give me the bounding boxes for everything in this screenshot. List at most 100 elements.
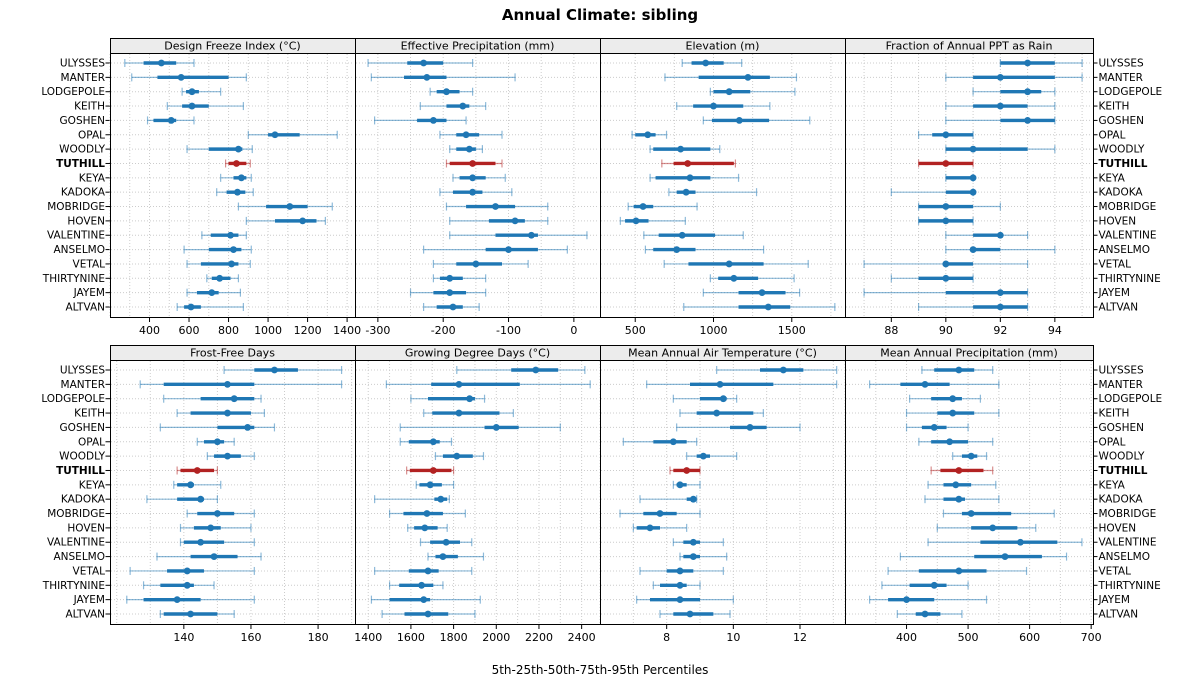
percentile-glyph-vetal bbox=[374, 566, 473, 575]
station-label-right: JAYEM bbox=[1098, 287, 1130, 299]
median-dot bbox=[442, 538, 450, 546]
percentile-glyph-hoven bbox=[632, 523, 688, 532]
percentile-glyph-keith bbox=[676, 102, 771, 111]
median-dot bbox=[423, 510, 431, 517]
station-label-right: ALTVAN bbox=[1099, 302, 1139, 314]
median-dot bbox=[949, 409, 957, 417]
percentile-glyph-hoven bbox=[179, 523, 252, 532]
x-tick-label: 1000 bbox=[699, 324, 727, 337]
percentile-glyph-ulysses bbox=[456, 366, 586, 374]
median-dot bbox=[921, 610, 929, 618]
station-label-left: KADOKA bbox=[61, 494, 106, 506]
station-label-left: VETAL bbox=[73, 258, 106, 270]
median-dot bbox=[713, 409, 721, 417]
station-label-right: WOODLY bbox=[1099, 144, 1145, 156]
x-tick-label: 8 bbox=[663, 631, 670, 644]
percentile-glyph-opal bbox=[622, 437, 698, 446]
median-dot bbox=[719, 395, 727, 403]
percentile-glyph-tuthill bbox=[661, 159, 737, 168]
percentile-glyph-tuthill bbox=[176, 466, 218, 475]
median-dot bbox=[942, 260, 950, 268]
median-dot bbox=[423, 73, 431, 81]
percentile-glyph-manter bbox=[370, 73, 516, 82]
median-dot bbox=[532, 366, 540, 374]
station-label-right: ANSELMO bbox=[1099, 244, 1151, 256]
percentile-glyph-altvan bbox=[159, 610, 235, 618]
strip-title: Growing Degree Days (°C) bbox=[405, 347, 550, 360]
median-dot bbox=[420, 596, 428, 604]
percentile-glyph-vetal bbox=[663, 259, 809, 268]
median-dot bbox=[676, 581, 684, 589]
percentile-glyph-manter bbox=[664, 73, 798, 82]
median-dot bbox=[459, 102, 467, 110]
percentile-glyph-ulysses bbox=[223, 366, 343, 374]
x-tick-label: 600 bbox=[179, 324, 200, 337]
station-label-right: OPAL bbox=[1099, 129, 1126, 141]
x-tick-label: 1400 bbox=[333, 324, 361, 337]
percentile-glyph-keya bbox=[927, 480, 997, 489]
percentile-glyph-hoven bbox=[407, 523, 448, 532]
station-label-left: THIRTYNINE bbox=[42, 273, 105, 285]
median-dot bbox=[949, 395, 957, 403]
percentile-glyph-valentine bbox=[449, 231, 588, 240]
percentile-glyph-jayem bbox=[869, 595, 988, 604]
median-dot bbox=[469, 174, 476, 182]
median-dot bbox=[528, 231, 535, 239]
median-dot bbox=[224, 380, 231, 388]
percentile-glyph-thirtynine bbox=[652, 581, 701, 590]
median-dot bbox=[187, 303, 195, 311]
percentile-glyph-opal bbox=[918, 437, 994, 446]
strip-title: Frost-Free Days bbox=[190, 347, 275, 360]
percentile-glyph-jayem bbox=[126, 595, 255, 604]
median-dot bbox=[511, 217, 519, 225]
median-dot bbox=[669, 438, 677, 446]
median-dot bbox=[676, 481, 684, 489]
percentile-glyph-opal bbox=[399, 437, 453, 446]
station-label-right: VALENTINE bbox=[1099, 230, 1157, 242]
percentile-glyph-lodgepole bbox=[181, 87, 222, 96]
median-dot bbox=[1024, 59, 1031, 67]
median-dot bbox=[466, 395, 474, 403]
percentile-glyph-tuthill bbox=[669, 466, 701, 475]
station-label-right: VALENTINE bbox=[1099, 537, 1157, 549]
percentile-glyph-anselmo bbox=[899, 552, 1068, 561]
median-dot bbox=[942, 131, 950, 139]
median-dot bbox=[942, 274, 950, 282]
median-dot bbox=[271, 366, 278, 374]
station-label-right: ULYSSES bbox=[1099, 58, 1145, 70]
median-dot bbox=[677, 145, 685, 153]
median-dot bbox=[996, 303, 1004, 311]
median-dot bbox=[684, 160, 692, 167]
station-label-left: HOVEN bbox=[67, 215, 105, 227]
station-label-right: THIRTYNINE bbox=[1098, 580, 1161, 592]
percentile-glyph-jayem bbox=[702, 288, 801, 297]
station-label-left: WOODLY bbox=[59, 144, 105, 156]
station-label-right: ANSELMO bbox=[1099, 551, 1151, 563]
median-dot bbox=[955, 467, 963, 474]
percentile-glyph-tuthill bbox=[445, 159, 503, 168]
x-tick-label: 600 bbox=[1019, 631, 1040, 644]
station-label-right: LODGEPOLE bbox=[1099, 393, 1163, 405]
percentile-glyph-thirtynine bbox=[206, 274, 240, 283]
station-label-left: WOODLY bbox=[59, 451, 105, 463]
median-dot bbox=[230, 395, 238, 403]
percentile-glyph-tuthill bbox=[917, 159, 974, 168]
median-dot bbox=[187, 610, 194, 618]
percentile-glyph-ulysses bbox=[716, 366, 838, 374]
percentile-glyph-anselmo bbox=[183, 245, 252, 254]
percentile-glyph-keith bbox=[679, 409, 764, 418]
percentile-glyph-keith bbox=[905, 409, 1000, 418]
percentile-glyph-keith bbox=[166, 102, 244, 111]
station-label-right: KEITH bbox=[1099, 101, 1130, 113]
median-dot bbox=[472, 260, 480, 268]
median-dot bbox=[969, 174, 977, 182]
median-dot bbox=[686, 610, 694, 618]
median-dot bbox=[676, 596, 684, 604]
x-tick-label: 500 bbox=[958, 631, 979, 644]
percentile-glyph-woodly bbox=[206, 452, 255, 461]
station-label-right: ULYSSES bbox=[1099, 365, 1145, 377]
station-label-left: KEYA bbox=[79, 479, 106, 491]
percentile-glyph-anselmo bbox=[679, 552, 728, 561]
percentile-glyph-kadoka bbox=[374, 495, 450, 504]
median-dot bbox=[725, 88, 733, 96]
